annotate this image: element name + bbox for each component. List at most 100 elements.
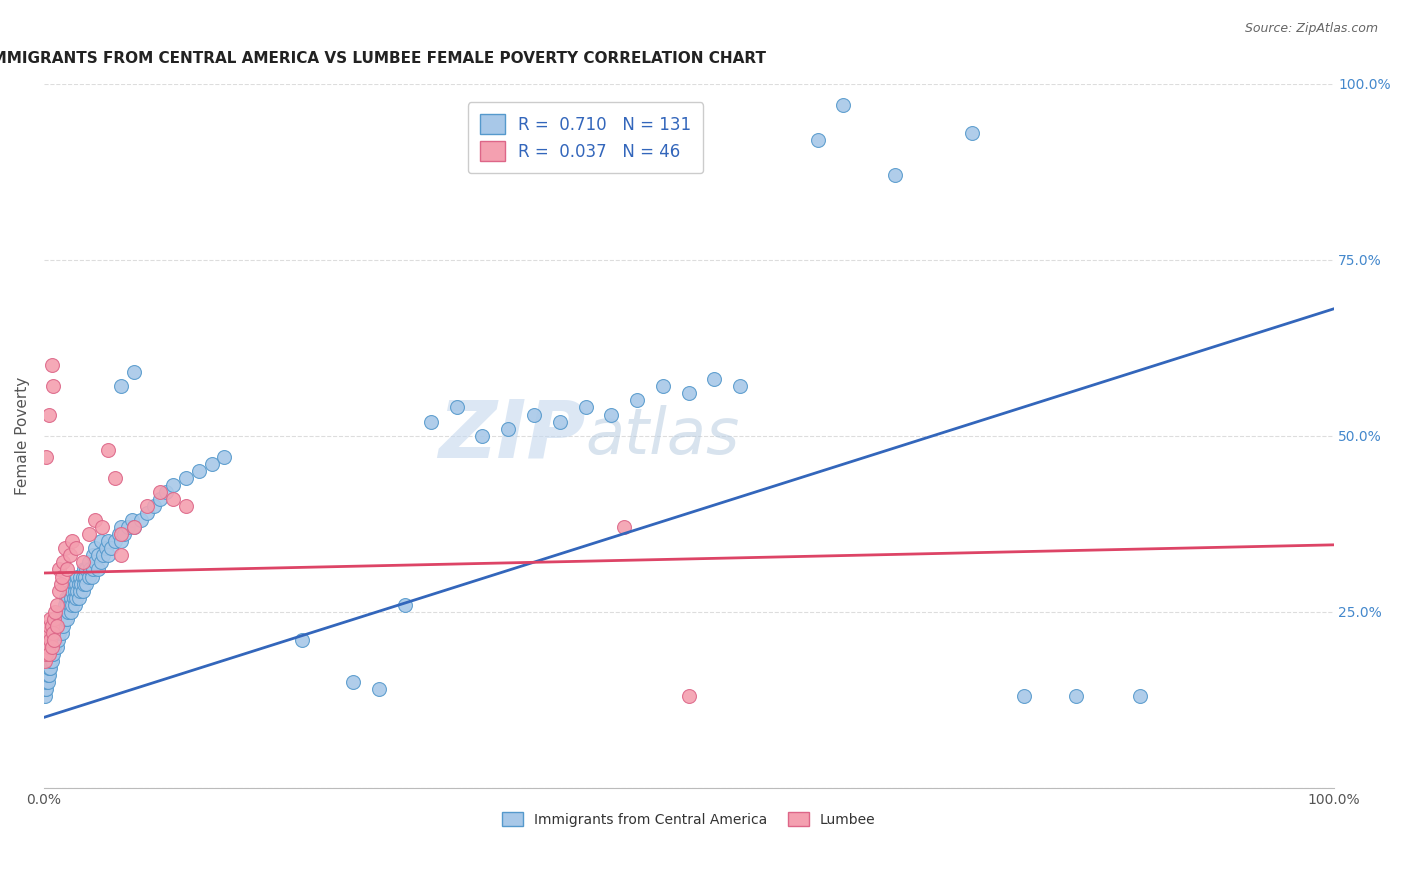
Point [37, 626, 59, 640]
Point [49, 605, 72, 619]
Point [73, 562, 96, 576]
Point [77, 556, 100, 570]
Point [41, 640, 63, 654]
Point [53, 612, 76, 626]
Point [44, 640, 66, 654]
Point [35, 661, 58, 675]
Point [104, 534, 127, 549]
Point [73, 576, 96, 591]
Point [368, 682, 391, 697]
Point [45, 626, 67, 640]
Point [45, 598, 67, 612]
Point [44, 632, 66, 647]
Point [41, 654, 63, 668]
Point [104, 471, 127, 485]
Point [49, 576, 72, 591]
Point [419, 415, 441, 429]
Point [117, 520, 139, 534]
Point [67, 591, 90, 605]
Point [174, 499, 197, 513]
Point [67, 576, 90, 591]
Point [38, 408, 60, 422]
Point [65, 591, 87, 605]
Point [39, 661, 62, 675]
Point [48, 626, 70, 640]
Point [162, 491, 184, 506]
Point [394, 598, 416, 612]
Point [110, 520, 132, 534]
Point [38, 647, 60, 661]
Point [35, 647, 58, 661]
Point [35, 668, 58, 682]
Point [90, 534, 112, 549]
Point [651, 379, 673, 393]
Point [832, 97, 855, 112]
Point [97, 549, 120, 563]
Point [44, 605, 66, 619]
Point [87, 549, 110, 563]
Point [80, 569, 103, 583]
Point [39, 640, 62, 654]
Point [84, 556, 107, 570]
Point [38, 661, 60, 675]
Point [38, 640, 60, 654]
Point [82, 549, 104, 563]
Point [155, 485, 177, 500]
Point [42, 647, 65, 661]
Point [84, 541, 107, 556]
Point [214, 450, 236, 464]
Point [38, 654, 60, 668]
Point [39, 654, 62, 668]
Point [142, 499, 165, 513]
Point [65, 541, 87, 556]
Point [38, 647, 60, 661]
Text: atlas: atlas [585, 405, 740, 467]
Point [94, 541, 117, 556]
Point [55, 605, 77, 619]
Point [82, 562, 104, 576]
Point [49, 619, 72, 633]
Point [65, 576, 87, 591]
Point [200, 457, 222, 471]
Point [63, 598, 86, 612]
Point [52, 619, 75, 633]
Point [1012, 690, 1035, 704]
Point [48, 583, 70, 598]
Point [90, 520, 112, 534]
Point [38, 668, 60, 682]
Point [613, 520, 636, 534]
Point [34, 690, 56, 704]
Point [59, 605, 82, 619]
Point [37, 640, 59, 654]
Point [56, 612, 79, 626]
Point [75, 569, 97, 583]
Point [600, 408, 623, 422]
Point [41, 640, 63, 654]
Point [122, 520, 145, 534]
Point [60, 534, 83, 549]
Point [42, 379, 65, 393]
Point [37, 654, 59, 668]
Legend: Immigrants from Central America, Lumbee: Immigrants from Central America, Lumbee [495, 805, 883, 834]
Point [110, 549, 132, 563]
Point [52, 556, 75, 570]
Point [90, 556, 112, 570]
Point [70, 576, 93, 591]
Point [149, 491, 172, 506]
Point [53, 598, 76, 612]
Point [63, 583, 86, 598]
Point [59, 549, 82, 563]
Point [110, 534, 132, 549]
Point [523, 408, 546, 422]
Point [55, 591, 77, 605]
Point [122, 520, 145, 534]
Point [471, 428, 494, 442]
Point [574, 401, 596, 415]
Point [56, 598, 79, 612]
Point [66, 569, 89, 583]
Text: IMMIGRANTS FROM CENTRAL AMERICA VS LUMBEE FEMALE POVERTY CORRELATION CHART: IMMIGRANTS FROM CENTRAL AMERICA VS LUMBE… [0, 51, 766, 66]
Point [72, 556, 94, 570]
Point [129, 513, 152, 527]
Point [37, 661, 59, 675]
Point [45, 640, 67, 654]
